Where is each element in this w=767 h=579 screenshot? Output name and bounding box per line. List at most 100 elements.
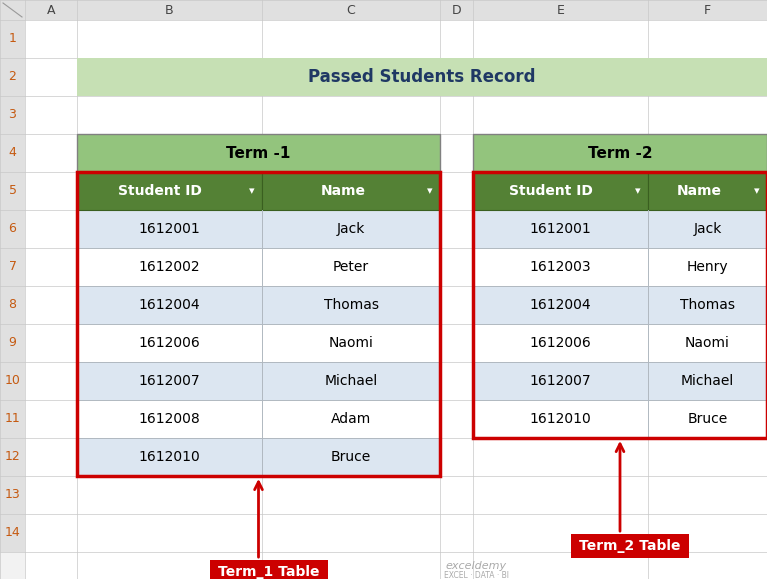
Text: Michael: Michael	[324, 374, 377, 388]
Bar	[0, 286, 25, 324]
Bar	[0, 58, 25, 96]
Text: Term_1 Table: Term_1 Table	[218, 565, 319, 579]
Text: 10: 10	[5, 375, 21, 387]
Text: 12: 12	[5, 450, 21, 464]
Text: 8: 8	[8, 299, 17, 312]
Text: 1612004: 1612004	[139, 298, 200, 312]
Text: 1612006: 1612006	[530, 336, 591, 350]
Text: EXCEL · DATA · BI: EXCEL · DATA · BI	[444, 571, 509, 579]
Text: 4: 4	[8, 146, 16, 159]
Text: B: B	[165, 3, 174, 16]
Bar	[77, 362, 440, 400]
Bar	[25, 96, 767, 134]
Bar	[0, 20, 25, 58]
Bar	[0, 96, 25, 134]
Bar	[25, 476, 767, 514]
Text: 1612007: 1612007	[530, 374, 591, 388]
Bar	[0, 438, 25, 476]
Text: 1612007: 1612007	[139, 374, 200, 388]
Text: ▾: ▾	[635, 186, 640, 196]
Text: 7: 7	[8, 261, 17, 273]
Bar	[77, 172, 440, 476]
Text: Michael: Michael	[681, 374, 734, 388]
Text: Student ID: Student ID	[117, 184, 202, 198]
Text: Henry: Henry	[686, 260, 729, 274]
Bar	[25, 286, 767, 324]
Bar	[473, 286, 767, 324]
Text: Name: Name	[321, 184, 366, 198]
Text: Jack: Jack	[693, 222, 722, 236]
Bar	[0, 210, 25, 248]
Text: Student ID: Student ID	[509, 184, 592, 198]
Bar	[25, 400, 767, 438]
Text: 1612010: 1612010	[530, 412, 591, 426]
Text: Bruce: Bruce	[687, 412, 728, 426]
Text: Adam: Adam	[331, 412, 371, 426]
Text: Thomas: Thomas	[324, 298, 378, 312]
Bar	[0, 0, 25, 20]
Bar	[473, 400, 767, 438]
Text: Naomi: Naomi	[685, 336, 730, 350]
Text: 1612003: 1612003	[530, 260, 591, 274]
Text: ▾: ▾	[754, 186, 760, 196]
Text: 11: 11	[5, 412, 21, 426]
Text: Term -2: Term -2	[588, 145, 652, 160]
Bar	[648, 172, 767, 210]
Bar	[0, 248, 25, 286]
Text: Term -1: Term -1	[226, 145, 291, 160]
Text: exceldemy: exceldemy	[446, 561, 507, 571]
Bar	[571, 534, 689, 558]
Text: Name: Name	[677, 184, 722, 198]
Text: Thomas: Thomas	[680, 298, 735, 312]
Text: Jack: Jack	[337, 222, 365, 236]
Text: Passed Students Record: Passed Students Record	[308, 68, 536, 86]
Bar	[0, 514, 25, 552]
Text: 1612001: 1612001	[530, 222, 591, 236]
Bar	[77, 248, 440, 286]
Bar	[25, 134, 767, 172]
Text: 3: 3	[8, 108, 16, 122]
Bar	[77, 438, 440, 476]
Text: F: F	[704, 3, 711, 16]
Bar	[25, 172, 767, 210]
Bar	[262, 172, 440, 210]
Bar	[0, 476, 25, 514]
Bar	[473, 172, 648, 210]
Bar	[0, 362, 25, 400]
Bar	[25, 362, 767, 400]
Text: 1612010: 1612010	[139, 450, 200, 464]
Bar	[77, 400, 440, 438]
Bar	[473, 248, 767, 286]
Text: Peter: Peter	[333, 260, 369, 274]
Text: 14: 14	[5, 526, 21, 540]
Text: ▾: ▾	[427, 186, 433, 196]
Text: 5: 5	[8, 185, 17, 197]
Bar	[25, 514, 767, 552]
Text: Bruce: Bruce	[331, 450, 371, 464]
Bar	[77, 286, 440, 324]
Bar	[0, 400, 25, 438]
Bar	[77, 210, 440, 248]
Bar	[473, 134, 767, 172]
Bar	[77, 324, 440, 362]
Text: Naomi: Naomi	[328, 336, 374, 350]
Bar	[473, 324, 767, 362]
Bar	[473, 172, 767, 438]
Text: 9: 9	[8, 336, 16, 350]
Bar	[77, 134, 440, 172]
Text: E: E	[557, 3, 565, 16]
Text: 1612004: 1612004	[530, 298, 591, 312]
Text: 6: 6	[8, 222, 16, 236]
Bar	[0, 0, 767, 20]
Bar	[0, 172, 25, 210]
Text: Term_2 Table: Term_2 Table	[579, 539, 681, 553]
Bar	[25, 324, 767, 362]
Bar	[77, 172, 262, 210]
Text: C: C	[347, 3, 355, 16]
Bar	[473, 210, 767, 248]
Text: A: A	[47, 3, 55, 16]
Text: 1612002: 1612002	[139, 260, 200, 274]
Text: 2: 2	[8, 71, 16, 83]
Text: D: D	[452, 3, 461, 16]
Bar	[25, 248, 767, 286]
